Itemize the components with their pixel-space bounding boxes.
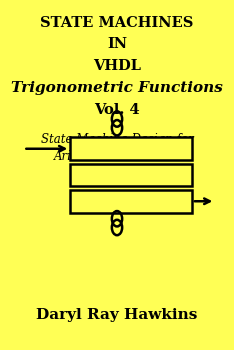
Text: VHDL: VHDL — [93, 59, 141, 73]
Bar — [70, 190, 192, 212]
Bar — [70, 164, 192, 186]
Text: State Machine Design for: State Machine Design for — [41, 133, 193, 146]
Text: IN: IN — [107, 37, 127, 51]
Text: Trigonometric Functions: Trigonometric Functions — [11, 81, 223, 95]
Text: Vol. 4: Vol. 4 — [94, 103, 140, 117]
Text: Daryl Ray Hawkins: Daryl Ray Hawkins — [36, 308, 198, 322]
Text: Arithmetic Processes: Arithmetic Processes — [54, 150, 180, 163]
Text: STATE MACHINES: STATE MACHINES — [40, 16, 194, 30]
Bar — [70, 138, 192, 160]
